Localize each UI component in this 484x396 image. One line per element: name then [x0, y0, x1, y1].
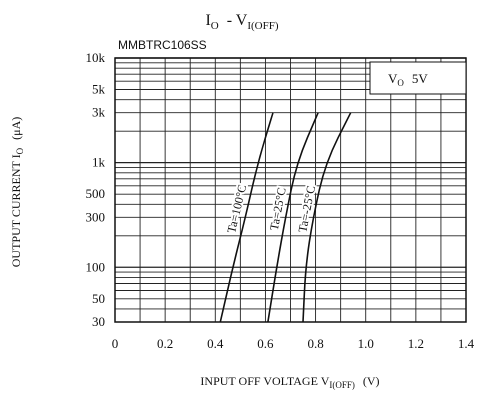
x-axis-label: INPUT OFF VOLTAGE VI(OFF) (V): [200, 374, 379, 390]
y-tick-label: 10k: [86, 50, 106, 65]
y-tick-label: 5k: [92, 82, 106, 97]
chart-title: IO - VI(OFF): [205, 12, 278, 32]
x-tick-label: 1.0: [358, 336, 374, 351]
plot-frame: [114, 57, 467, 323]
y-tick-label: 50: [92, 291, 105, 306]
axes: 0 0.2 0.4 0.6 0.8 1.0 1.2 1.4 30 50 100 300 500 1k 3k 5…: [86, 50, 475, 351]
series-line: [267, 112, 319, 323]
y-tick-label: 300: [86, 209, 106, 224]
y-tick-label: 1k: [92, 155, 106, 170]
y-axis-label: OUTPUT CURRENT IO(μA): [9, 117, 25, 268]
x-tick-label: 0.2: [157, 336, 173, 351]
part-number-label: MMBTRC106SS: [118, 38, 207, 52]
y-tick-label: 500: [86, 186, 106, 201]
y-tick-label: 100: [86, 259, 106, 274]
x-tick-label: 1.4: [458, 336, 475, 351]
x-tick-label: 0.8: [307, 336, 323, 351]
x-tick-label: 0.6: [257, 336, 274, 351]
series-line: [219, 112, 274, 323]
y-tick-label: 3k: [92, 105, 106, 120]
x-tick-label: 0: [112, 336, 119, 351]
series-line: [302, 112, 352, 323]
y-tick-label: 30: [92, 314, 105, 329]
x-tick-label: 0.4: [207, 336, 224, 351]
x-tick-label: 1.2: [408, 336, 424, 351]
condition-box: [369, 61, 467, 95]
condition-label: VO 5V: [388, 71, 428, 88]
